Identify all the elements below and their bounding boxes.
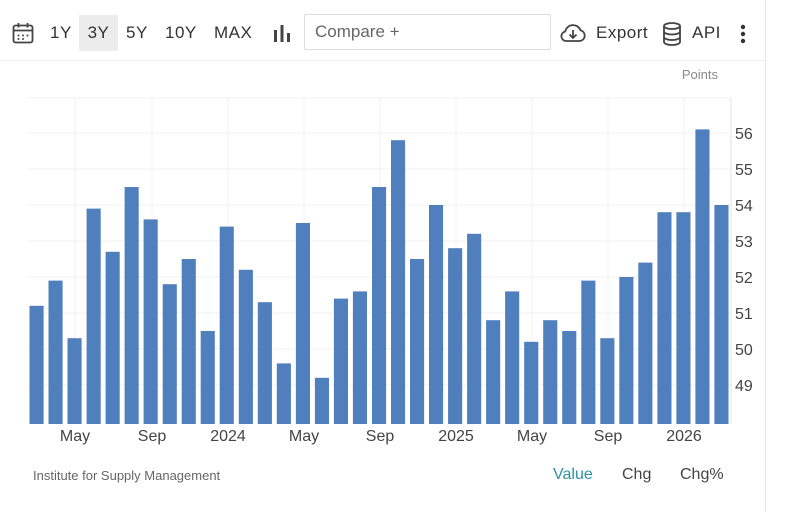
range-max-button[interactable]: MAX	[214, 23, 253, 42]
bar[interactable]	[676, 212, 691, 424]
bar[interactable]	[524, 341, 539, 424]
bar[interactable]	[333, 298, 348, 424]
mode-chg-button[interactable]: Chg	[622, 466, 652, 483]
y-tick-label: 56	[735, 126, 753, 143]
bar[interactable]	[314, 377, 329, 424]
bar[interactable]	[219, 226, 234, 424]
y-axis-ticks: 49 50 51 52 53 54 55 56	[735, 126, 753, 395]
cloud-download-icon[interactable]	[559, 22, 587, 49]
bar[interactable]	[391, 140, 406, 424]
bar[interactable]	[238, 269, 253, 424]
bar[interactable]	[600, 338, 615, 424]
x-tick-label: 2026	[666, 428, 702, 445]
x-tick-label: Sep	[138, 428, 167, 445]
x-tick-label: May	[60, 428, 90, 445]
bar[interactable]	[200, 331, 215, 424]
bar[interactable]	[67, 338, 82, 424]
export-button[interactable]: Export	[596, 23, 649, 42]
bar[interactable]	[543, 320, 558, 424]
range-3y-button[interactable]: 3Y	[79, 15, 118, 51]
bar[interactable]	[714, 205, 729, 424]
bar[interactable]	[352, 291, 367, 424]
y-tick-label: 50	[735, 342, 753, 359]
compare-input[interactable]	[304, 14, 551, 50]
x-tick-label: Sep	[594, 428, 623, 445]
chart-type-icon[interactable]	[273, 24, 291, 47]
range-1y-button[interactable]: 1Y	[50, 23, 72, 42]
bar[interactable]	[695, 129, 710, 424]
mode-value-button[interactable]: Value	[553, 466, 593, 483]
calendar-icon[interactable]	[12, 22, 34, 49]
bar[interactable]	[143, 219, 158, 424]
bar[interactable]	[410, 259, 425, 424]
y-tick-label: 53	[735, 234, 753, 251]
bar[interactable]	[48, 280, 63, 424]
bar[interactable]	[448, 248, 463, 424]
more-options-icon[interactable]	[740, 24, 746, 49]
x-tick-label: 2024	[210, 428, 246, 445]
y-tick-label: 51	[735, 306, 753, 323]
bar[interactable]	[295, 223, 310, 424]
x-tick-label: Sep	[366, 428, 395, 445]
bar[interactable]	[657, 212, 672, 424]
bar[interactable]	[486, 320, 501, 424]
bar[interactable]	[257, 302, 272, 424]
bar[interactable]	[638, 262, 653, 424]
bar[interactable]	[372, 187, 387, 424]
chart-card: 1Y 3Y 5Y 10Y MAX Export	[0, 0, 766, 512]
x-tick-label: 2025	[438, 428, 474, 445]
bar[interactable]	[619, 277, 634, 424]
bar[interactable]	[162, 284, 177, 424]
y-tick-label: 55	[735, 162, 753, 179]
range-10y-button[interactable]: 10Y	[165, 23, 197, 42]
range-5y-button[interactable]: 5Y	[126, 23, 148, 42]
x-axis-ticks: May Sep 2024 May Sep 2025 May Sep 2026	[60, 428, 702, 445]
x-tick-label: May	[517, 428, 547, 445]
source-label: Institute for Supply Management	[33, 468, 221, 483]
bar[interactable]	[276, 363, 291, 424]
x-tick-label: May	[289, 428, 319, 445]
bar[interactable]	[467, 233, 482, 424]
y-tick-label: 54	[735, 198, 753, 215]
bar[interactable]	[581, 280, 596, 424]
mode-chg-pct-button[interactable]: Chg%	[680, 466, 724, 483]
unit-label: Points	[681, 67, 718, 82]
database-icon[interactable]	[662, 22, 682, 51]
y-tick-label: 49	[735, 378, 753, 395]
bar[interactable]	[429, 205, 444, 424]
bar[interactable]	[562, 331, 577, 424]
bar[interactable]	[505, 291, 520, 424]
y-tick-label: 52	[735, 270, 753, 287]
toolbar: 1Y 3Y 5Y 10Y MAX Export	[0, 0, 766, 61]
bar[interactable]	[105, 251, 120, 424]
bar[interactable]	[124, 187, 139, 424]
bar[interactable]	[181, 259, 196, 424]
bars	[29, 129, 729, 424]
api-button[interactable]: API	[692, 23, 721, 42]
bar[interactable]	[86, 208, 101, 424]
bar[interactable]	[29, 305, 44, 424]
